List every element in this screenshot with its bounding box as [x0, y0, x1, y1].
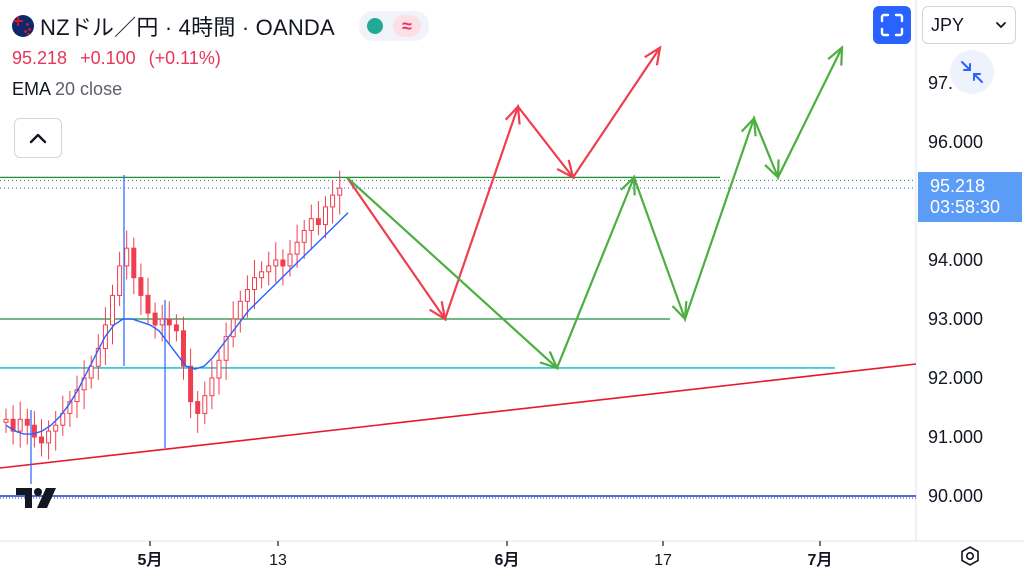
price-change-percent: (+0.11%) — [148, 48, 221, 68]
candle-body — [237, 300, 243, 320]
price-axis-tick-label: 90.000 — [928, 486, 983, 506]
symbol-title[interactable]: NZドル／円 · 4時間 · OANDA — [40, 15, 335, 40]
candle-body — [67, 401, 73, 414]
candle-body — [88, 365, 94, 379]
indicator-name: EMA — [12, 79, 51, 99]
price-readout: 95.218 +0.100 (+0.11%) — [12, 48, 429, 69]
green-dot-icon — [366, 18, 383, 34]
last-price: 95.218 — [12, 48, 68, 68]
green-scenario-arrow-head — [764, 159, 780, 180]
status-pill[interactable]: ≈ — [358, 11, 429, 41]
candle-body — [188, 365, 194, 403]
candle-body — [280, 259, 286, 267]
rising-trendline — [0, 363, 917, 469]
currency-label: JPY — [931, 14, 965, 35]
candle-body — [223, 336, 229, 361]
collapse-legend-button[interactable] — [14, 118, 62, 158]
price-axis-tick-label: 91.000 — [928, 427, 983, 447]
red-scenario-arrow-head — [429, 301, 447, 322]
candle-body — [53, 424, 59, 432]
candle-body — [301, 230, 307, 243]
ema-20-line — [5, 212, 349, 435]
candle-body — [287, 253, 293, 267]
candle-body — [166, 318, 172, 326]
candle-body — [273, 259, 279, 267]
candle-body — [315, 218, 321, 226]
red-scenario-arrow-head — [644, 45, 662, 66]
time-axis-tick-label: 7月 — [808, 551, 833, 569]
candle-body — [216, 359, 222, 379]
candle-body — [330, 194, 336, 208]
price-tag-value: 95.218 — [930, 176, 986, 196]
red-scenario-arrow-head — [504, 104, 521, 125]
candle-body — [323, 206, 328, 226]
candle-body — [244, 289, 250, 302]
price-axis-tick-label: 93.000 — [928, 309, 983, 329]
candle-body — [202, 395, 208, 414]
candle-body — [308, 218, 314, 231]
tradingview-logo[interactable] — [16, 486, 66, 515]
fullscreen-button[interactable] — [873, 6, 911, 44]
price-axis-tick-label: 97. — [928, 73, 953, 93]
price-axis-tick-label: 94.000 — [928, 250, 983, 270]
time-axis-tick-label: 13 — [269, 552, 287, 569]
candle-body — [138, 277, 144, 296]
time-axis-tick-label: 17 — [654, 552, 672, 569]
shrink-button[interactable] — [950, 50, 994, 94]
red-scenario-arrow-head — [556, 159, 575, 180]
time-axis-tick-label: 5月 — [138, 551, 163, 569]
settings-button[interactable] — [952, 541, 988, 571]
candle-body — [173, 324, 179, 332]
time-axis-tick-label: 6月 — [495, 551, 520, 569]
candle-body — [195, 401, 201, 414]
fullscreen-icon — [880, 13, 904, 37]
candle-body — [294, 241, 300, 255]
candle-body — [181, 330, 186, 367]
green-scenario-arrow-head — [620, 174, 636, 196]
chevron-up-icon — [29, 133, 47, 144]
candle-body — [252, 277, 257, 291]
candle-body — [124, 247, 130, 267]
candle-body — [110, 294, 115, 326]
candle-body — [159, 318, 165, 326]
candle-body — [266, 265, 272, 273]
candle-body — [117, 265, 123, 296]
candle-body — [209, 377, 215, 397]
candle-body — [152, 312, 158, 326]
candle-body — [39, 436, 44, 444]
candle-body — [145, 294, 151, 314]
candle-body — [24, 418, 30, 426]
price-change: +0.100 — [80, 48, 136, 68]
currency-select[interactable]: JPY — [922, 6, 1016, 44]
price-axis-tick-label: 92.000 — [928, 368, 983, 388]
price-tag-countdown: 03:58:30 — [930, 197, 1001, 217]
green-scenario-arrow-head — [827, 45, 844, 66]
shrink-arrows-icon — [961, 61, 983, 83]
green-scenario-arrow-head — [671, 300, 688, 322]
chevron-down-icon — [996, 22, 1006, 29]
chart-legend: NZドル／円 · 4時間 · OANDA ≈ 95.218 +0.100 (+0… — [12, 11, 429, 100]
indicator-legend[interactable]: EMA 20 close — [12, 79, 429, 100]
price-axis-tick-label: 96.000 — [928, 132, 983, 152]
candle-body — [131, 247, 137, 279]
candle-body — [230, 318, 236, 338]
candle-body — [31, 424, 37, 438]
green-scenario-arrow-head — [740, 115, 757, 137]
candle-body — [3, 418, 9, 423]
candle-body — [337, 187, 343, 196]
wave-icon: ≈ — [392, 15, 421, 37]
green-scenario-arrow-head — [539, 351, 559, 370]
candle-body — [10, 418, 16, 432]
candle-body — [17, 418, 23, 432]
nz-flag-icon — [12, 15, 34, 37]
settings-icon — [961, 546, 979, 566]
candle-body — [259, 271, 265, 279]
candle-body — [46, 430, 52, 444]
indicator-params: 20 close — [55, 79, 123, 99]
current-price-tag: 95.218 03:58:30 — [918, 172, 1022, 222]
